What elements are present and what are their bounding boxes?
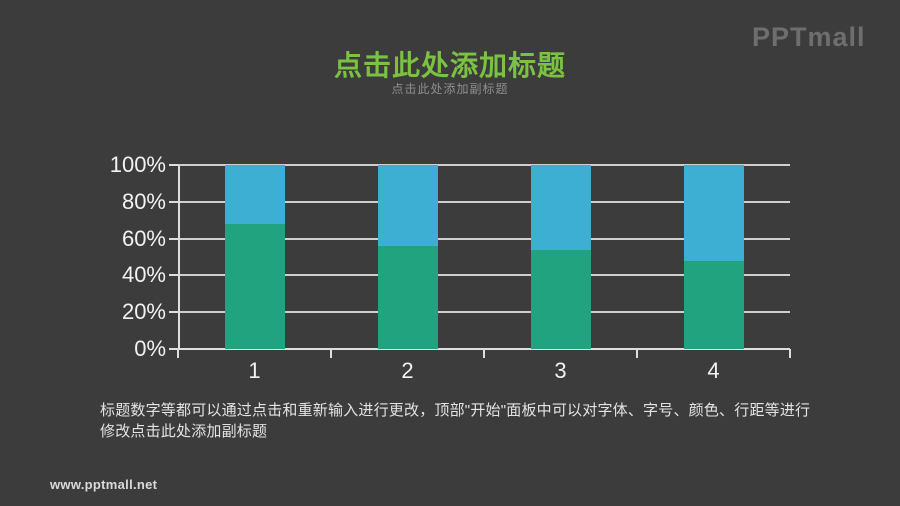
y-tick-20%	[169, 311, 178, 314]
y-tick-60%	[169, 237, 178, 240]
bar-slot-3	[484, 165, 637, 349]
x-axis-label-3: 3	[554, 358, 567, 383]
gridline-60%	[178, 237, 790, 240]
body-text-placeholder[interactable]: 标题数字等都可以通过点击和重新输入进行更改，顶部"开始"面板中可以对字体、字号、…	[100, 402, 811, 440]
x-axis-label-2: 2	[401, 358, 414, 383]
gridline-80%	[178, 200, 790, 203]
subtitle-placeholder[interactable]: 点击此处添加副标题	[391, 82, 509, 96]
gridlines	[169, 164, 791, 358]
bar-4	[683, 165, 744, 349]
x-tick-2	[483, 349, 485, 358]
plot-area	[169, 164, 791, 358]
y-tick-0%	[169, 348, 178, 350]
bar-3-segment-bottom-green	[530, 249, 591, 349]
y-tick-40%	[169, 274, 178, 277]
bar-1-segment-bottom-green	[224, 223, 285, 349]
bar-slot-2	[331, 165, 484, 349]
bar-1	[224, 165, 285, 349]
y-axis-labels: 0% 20% 40% 60% 80% 100%	[70, 152, 166, 361]
y-axis-label-80%: 80%	[121, 188, 166, 214]
x-axis-label-1: 1	[248, 358, 261, 383]
title-placeholder[interactable]: 点击此处添加标题	[333, 50, 566, 81]
x-tick-0	[177, 349, 179, 358]
bar-4-segment-bottom-green	[683, 260, 744, 349]
footer-url[interactable]: www.pptmall.net	[50, 477, 158, 492]
bar-slot-4	[637, 165, 790, 349]
y-axis-line	[178, 165, 180, 350]
x-tick-3	[636, 349, 638, 358]
y-axis-label-100%: 100%	[109, 152, 166, 177]
bar-2-segment-bottom-green	[377, 245, 438, 349]
bar-3-segment-top-blue	[530, 165, 591, 250]
bar-3	[530, 165, 591, 349]
gridline-100%	[178, 164, 790, 166]
bar-2-segment-top-blue	[377, 165, 438, 246]
gridline-40%	[178, 274, 790, 277]
x-tick-4	[789, 349, 791, 358]
y-axis-label-20%: 20%	[121, 299, 166, 325]
x-tick-1	[330, 349, 332, 358]
y-axis-label-60%: 60%	[121, 225, 166, 251]
bar-1-segment-top-blue	[224, 165, 285, 224]
x-axis-label-4: 4	[707, 358, 720, 383]
y-axis-label-0%: 0%	[134, 336, 166, 361]
pptmall-logo: PPTmall	[752, 22, 866, 52]
bar-slot-1	[178, 165, 331, 349]
y-tick-80%	[169, 200, 178, 203]
y-axis-label-40%: 40%	[121, 262, 166, 288]
x-axis-labels: 1 2 3 4	[178, 358, 790, 384]
bar-4-segment-top-blue	[683, 165, 744, 261]
bar-2	[377, 165, 438, 349]
y-tick-100%	[169, 164, 178, 166]
gridline-20%	[178, 311, 790, 314]
bars-layer	[178, 165, 790, 349]
